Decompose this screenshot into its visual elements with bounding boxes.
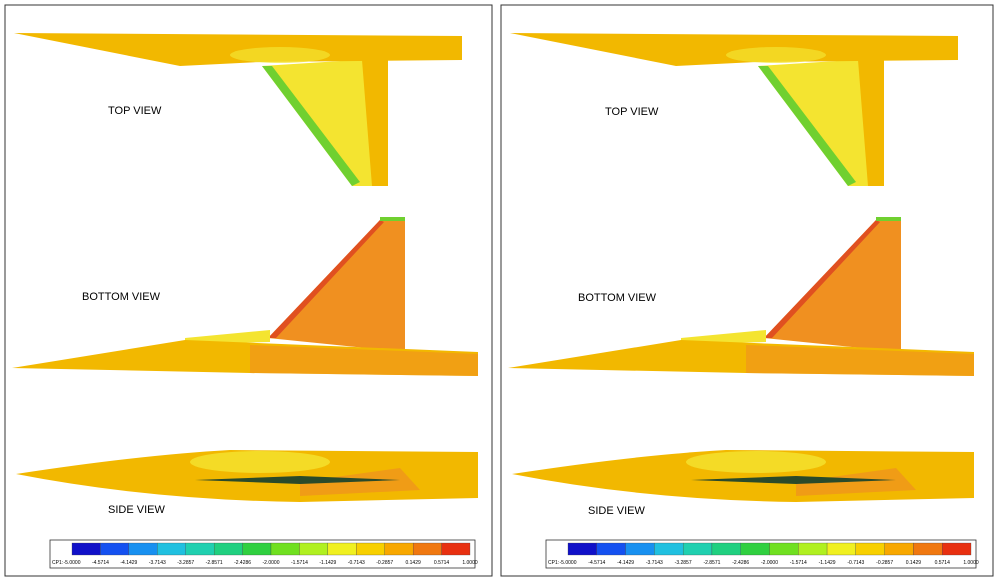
legend-tick-label: -3.2857: [675, 560, 692, 566]
bottom-wing-tip: [876, 217, 901, 221]
bottom-wing: [764, 220, 901, 352]
legend-tick-label: -2.0000: [263, 560, 280, 566]
side-canopy: [686, 451, 826, 473]
legend-swatch: [128, 542, 158, 556]
legend-swatch: [441, 542, 471, 556]
top-fuselage: [510, 33, 958, 66]
legend-swatch: [942, 542, 972, 556]
legend-swatch: [356, 542, 385, 556]
top-wing: [262, 58, 388, 186]
bottom-fuselage-aft: [746, 345, 974, 376]
aircraft-views: [12, 33, 478, 502]
top-wing-tip: [858, 58, 884, 186]
legend-tick-label: -4.1429: [617, 560, 634, 566]
top-wing-edge: [262, 66, 360, 186]
bottom-fuselage-aft: [250, 345, 478, 376]
view-label: TOP VIEW: [605, 106, 659, 118]
legend-tick-label: -2.8571: [206, 560, 223, 566]
legend-swatch: [567, 542, 597, 556]
legend-swatch: [327, 542, 357, 556]
legend-tick-label: -0.7143: [847, 560, 864, 566]
bottom-wing: [268, 220, 405, 352]
legend-swatch: [654, 542, 684, 556]
top-fuselage: [14, 33, 462, 66]
legend-tick-label: -0.7143: [348, 560, 365, 566]
legend-swatch: [596, 542, 626, 556]
panel-frame: [500, 4, 994, 577]
legend-swatch: [242, 542, 272, 556]
legend-tick-label: -2.0000: [761, 560, 778, 566]
legend-swatch: [855, 542, 885, 556]
legend-tick-label: 1.0000: [963, 560, 979, 566]
legend-title: CP1:: [548, 560, 559, 566]
legend-swatch: [625, 542, 655, 556]
legend-swatch: [157, 542, 186, 556]
legend-swatch: [884, 542, 914, 556]
legend-tick-label: 0.1429: [405, 560, 421, 566]
bottom-strake: [681, 330, 766, 344]
legend-swatch: [913, 542, 943, 556]
legend-swatch: [270, 542, 300, 556]
legend-swatch: [71, 542, 101, 556]
legend-tick-label: 0.5714: [935, 560, 951, 566]
view-label: BOTTOM VIEW: [578, 292, 657, 304]
top-wing-tip: [362, 58, 388, 186]
legend-tick-label: -4.5714: [588, 560, 605, 566]
legend-tick-label: -3.7143: [646, 560, 663, 566]
top-canopy: [230, 47, 330, 63]
aircraft-views: [508, 33, 974, 502]
legend-swatch: [826, 542, 857, 556]
view-label: SIDE VIEW: [108, 504, 165, 516]
view-label: BOTTOM VIEW: [82, 291, 161, 303]
legend-tick-label: -1.5714: [291, 560, 308, 566]
legend-swatch: [299, 542, 329, 556]
side-wing: [691, 476, 896, 484]
bottom-strake: [185, 330, 270, 344]
top-wing: [758, 58, 884, 186]
panel-frame: [4, 4, 493, 577]
panel: TOP VIEW BOTTOM VIEW SIDE VIEW CP1: -5.0000 -…: [500, 4, 994, 577]
side-canopy: [190, 451, 330, 473]
legend-swatch: [798, 542, 828, 556]
legend-tick-label: -3.2857: [177, 560, 194, 566]
legend-swatch: [412, 542, 442, 556]
legend-tick-label: -2.4286: [732, 560, 749, 566]
legend-tick-label: -4.5714: [92, 560, 109, 566]
side-wing: [195, 476, 400, 484]
legend-tick-label: -1.5714: [790, 560, 807, 566]
bottom-wing-edge: [268, 220, 384, 338]
legend-swatch: [740, 542, 770, 556]
view-label: SIDE VIEW: [588, 505, 645, 517]
legend-tick-label: -2.8571: [703, 560, 720, 566]
legend-swatch: [711, 542, 741, 556]
legend-swatch: [213, 542, 243, 556]
legend-swatch: [769, 542, 799, 556]
legend-tick-label: -1.1429: [319, 560, 336, 566]
bottom-wing-edge: [764, 220, 880, 338]
legend-swatch: [384, 542, 414, 556]
legend-tick-label: 0.5714: [434, 560, 450, 566]
side-aft: [300, 468, 420, 496]
legend-tick-label: -3.7143: [149, 560, 166, 566]
side-aft: [796, 468, 916, 496]
legend-swatch: [185, 542, 215, 556]
legend-swatch: [682, 542, 713, 556]
legend-tick-label: -2.4286: [234, 560, 251, 566]
legend-tick-label: 0.1429: [906, 560, 922, 566]
bottom-wing-tip: [380, 217, 405, 221]
legend-tick-label: -5.0000: [64, 560, 81, 566]
legend-tick-label: -5.0000: [560, 560, 577, 566]
legend-title: CP1:: [52, 560, 63, 566]
legend-tick-label: -1.1429: [819, 560, 836, 566]
top-wing-edge: [758, 66, 856, 186]
top-canopy: [726, 47, 826, 63]
legend-tick-label: -4.1429: [120, 560, 137, 566]
legend-tick-label: -0.2857: [376, 560, 393, 566]
legend-swatch: [100, 542, 130, 556]
legend-tick-label: -0.2857: [876, 560, 893, 566]
view-label: TOP VIEW: [108, 105, 162, 117]
legend-tick-label: 1.0000: [462, 560, 478, 566]
panel: TOP VIEW BOTTOM VIEW SIDE VIEW CP1: -5.0000 -…: [4, 4, 493, 577]
